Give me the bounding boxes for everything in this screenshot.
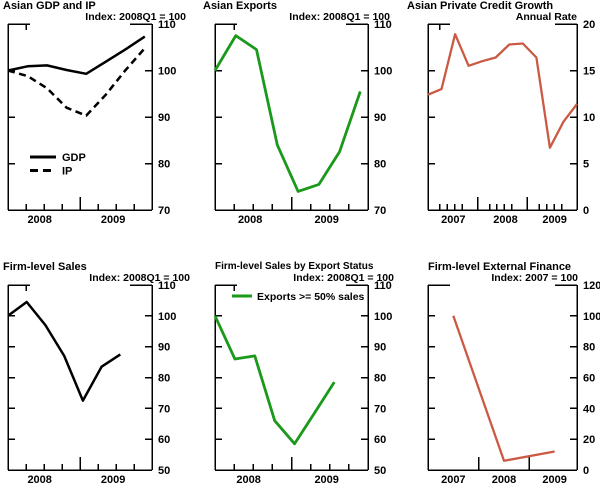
x-year-label: 2007 <box>441 474 465 486</box>
chart-title: Firm-level Sales <box>3 261 87 273</box>
plot-frame <box>7 23 153 211</box>
x-year-label: 2009 <box>542 214 566 226</box>
chart-panel-firm-level-sales-by-export-status: Firm-level Sales by Export Status Index:… <box>200 243 400 486</box>
y-tick-label: 50 <box>374 465 386 477</box>
chart-subtitle: Index: 2008Q1 = 100 <box>293 272 394 284</box>
y-tick-label: 0 <box>583 205 589 217</box>
y-tick-label: 90 <box>158 342 170 354</box>
y-tick-label: 110 <box>374 280 392 292</box>
plot-frame <box>214 284 369 471</box>
legend-label: Exports >= 50% sales <box>257 291 365 303</box>
legend-label: IP <box>62 166 72 178</box>
y-tick-label: 10 <box>583 112 595 124</box>
y-tick-label: 100 <box>158 66 176 78</box>
x-year-label: 2008 <box>492 474 516 486</box>
legend-label: GDP <box>62 152 86 164</box>
chart-panel-firm-level-sales: Firm-level Sales Index: 2008Q1 = 100 110… <box>0 243 200 486</box>
y-tick-label: 110 <box>158 19 176 31</box>
y-tick-label: 70 <box>158 403 170 415</box>
x-year-label: 2008 <box>238 214 262 226</box>
y-tick-label: 110 <box>374 19 392 31</box>
y-tick-label: 40 <box>583 403 595 415</box>
series-line-firm-level-external-finance <box>452 315 555 462</box>
chart-title: Asian GDP and IP <box>3 0 96 12</box>
x-year-label: 2008 <box>493 214 517 226</box>
x-year-label: 2009 <box>314 474 338 486</box>
series-line-firm-level-sales <box>7 300 121 402</box>
y-tick-label: 80 <box>158 159 170 171</box>
chart-title: Asian Private Credit Growth <box>407 0 554 12</box>
y-tick-label: 60 <box>583 373 595 385</box>
plot-svg: 120 100 80 60 40 20 0 2007 2008 2009 <box>427 280 600 486</box>
chart-panel-asian-gdp-ip: Asian GDP and IP Index: 2008Q1 = 100 110… <box>0 0 200 243</box>
chart-title: Firm-level Sales by Export Status <box>215 261 374 272</box>
plot-frame <box>7 284 153 471</box>
y-tick-label: 60 <box>374 434 386 446</box>
chart-subtitle: Annual Rate <box>515 11 577 23</box>
chart-subtitle: Index: 2008Q1 = 100 <box>85 11 186 23</box>
chart-subtitle: Index: 2007 = 100 <box>491 272 578 284</box>
y-tick-label: 60 <box>158 434 170 446</box>
plot-frame <box>427 284 578 471</box>
chart-subtitle: Index: 2008Q1 = 100 <box>89 272 190 284</box>
series-line-asian-private-credit-growth <box>427 33 578 149</box>
y-tick-label: 70 <box>158 205 170 217</box>
chart-panel-asian-exports: Asian Exports Index: 2008Q1 = 100 110 100… <box>200 0 400 243</box>
x-year-label: 2009 <box>314 214 338 226</box>
plot-frame <box>427 23 578 211</box>
chart-title: Asian Exports <box>203 0 277 12</box>
y-tick-label: 100 <box>374 311 392 323</box>
y-tick-label: 90 <box>374 342 386 354</box>
y-tick-label: 100 <box>158 311 176 323</box>
x-year-label: 2008 <box>236 474 260 486</box>
y-tick-label: 0 <box>583 465 589 477</box>
chart-title: Firm-level External Finance <box>428 261 572 273</box>
y-tick-label: 20 <box>583 434 595 446</box>
y-tick-label: 90 <box>158 112 170 124</box>
plot-svg: 110 100 90 80 70 2008 2009 GDP IP <box>7 19 176 226</box>
plot-svg: 110 100 90 80 70 2008 2009 <box>213 19 392 226</box>
y-tick-label: 80 <box>583 342 595 354</box>
y-tick-label: 110 <box>158 280 176 292</box>
chart-subtitle: Index: 2008Q1 = 100 <box>289 11 390 23</box>
plot-svg: 110 100 90 80 70 60 50 2008 2009 <box>7 280 176 486</box>
legend: Exports >= 50% sales <box>232 291 365 303</box>
series-line-exports-50-sales <box>213 315 336 446</box>
x-year-label: 2008 <box>27 474 51 486</box>
y-tick-label: 80 <box>374 373 386 385</box>
legend: GDP IP <box>30 152 86 178</box>
y-tick-label: 90 <box>374 112 386 124</box>
plot-svg: 20 15 10 5 0 2007 2008 2009 <box>427 19 595 226</box>
plot-svg: 110 100 90 80 70 60 50 2008 2009 Exports >= 50% s… <box>213 280 392 486</box>
y-tick-label: 80 <box>374 159 386 171</box>
x-year-label: 2009 <box>101 214 125 226</box>
chart-panel-firm-level-external-finance: Firm-level External Finance Index: 2007 … <box>400 243 600 486</box>
series-line-ip <box>7 47 146 117</box>
y-tick-label: 5 <box>583 159 589 171</box>
plot-frame <box>214 23 369 211</box>
series-line-asian-exports <box>213 34 362 193</box>
y-tick-label: 70 <box>374 205 386 217</box>
y-tick-label: 80 <box>158 373 170 385</box>
chart-panel-asian-private-credit-growth: Asian Private Credit Growth Annual Rate … <box>400 0 600 243</box>
x-year-label: 2007 <box>441 214 465 226</box>
y-tick-label: 15 <box>583 66 595 78</box>
y-tick-label: 100 <box>583 311 600 323</box>
y-tick-label: 70 <box>374 403 386 415</box>
y-tick-label: 20 <box>583 19 595 31</box>
x-year-label: 2009 <box>101 474 125 486</box>
y-tick-label: 50 <box>158 465 170 477</box>
y-tick-label: 120 <box>583 280 600 292</box>
series-line-gdp <box>7 35 146 76</box>
x-year-label: 2008 <box>27 214 51 226</box>
x-year-label: 2009 <box>542 474 566 486</box>
y-tick-label: 100 <box>374 66 392 78</box>
